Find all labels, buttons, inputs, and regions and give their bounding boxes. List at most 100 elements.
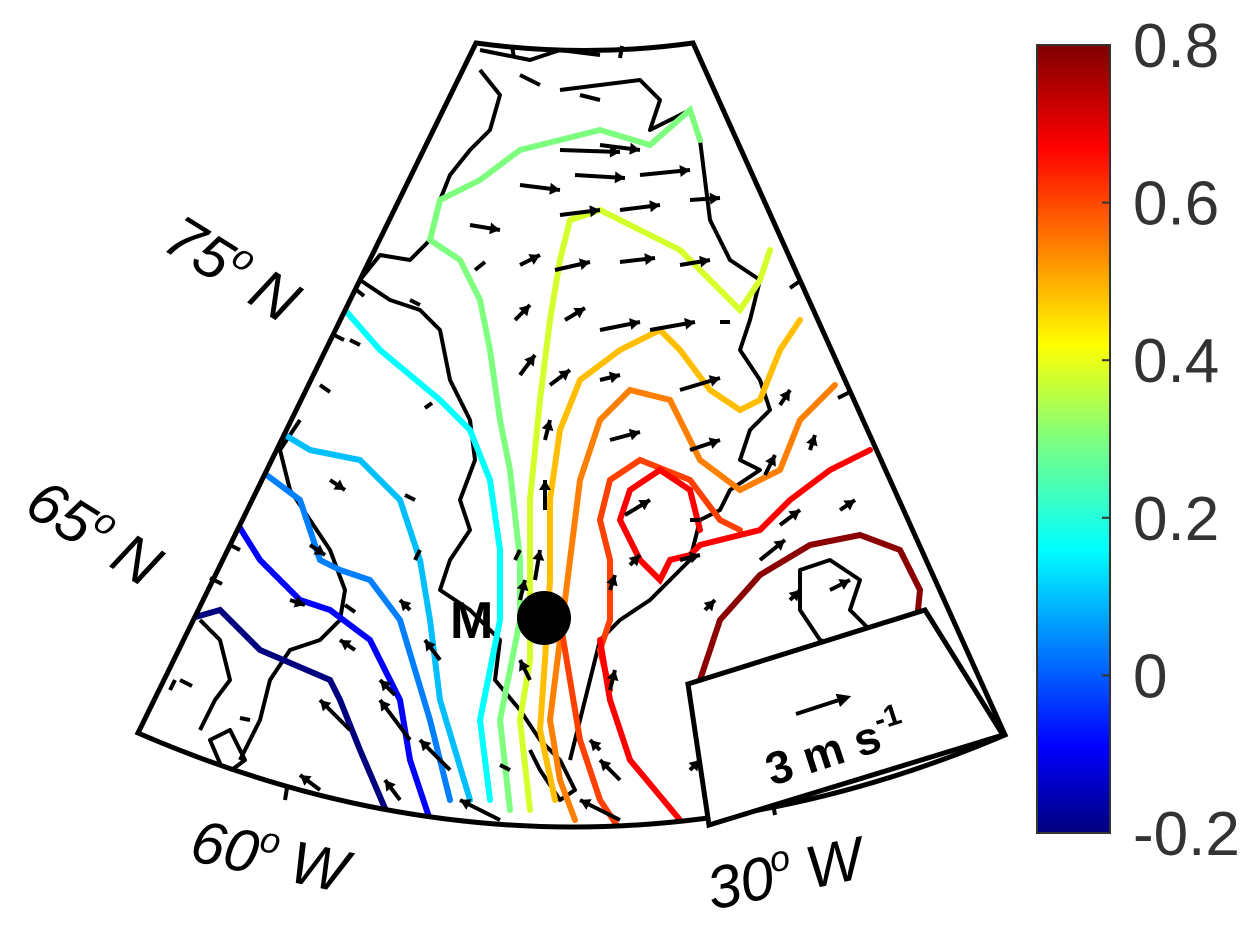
wind-vector-head [460, 799, 472, 810]
baffin-coast [238, 418, 347, 761]
contour-10 [557, 456, 743, 828]
wind-vector-head [843, 500, 855, 511]
wind-vector-head [629, 142, 640, 155]
wind-vector-head [628, 428, 640, 441]
wind-vector-head [524, 355, 535, 367]
map-panel: 3 m s-1 M 75oN 65oN 60oW 30oW [15, 40, 1009, 923]
colorbar-tick-label: 0.8 [1133, 12, 1219, 81]
wind-vector-head [788, 590, 800, 602]
wind-vector-head [293, 596, 305, 608]
wind-vector [409, 298, 421, 307]
contour-3 [257, 467, 453, 803]
wind-vector-head [708, 375, 720, 387]
wind-vector-head [606, 575, 618, 587]
map-border [134, 40, 1009, 830]
wind-vectors [168, 142, 912, 822]
point-m: M [450, 591, 571, 650]
wind-vector-head [644, 253, 655, 266]
wind-vector-head [518, 305, 530, 317]
labrador-coast [198, 618, 232, 731]
wind-vector-head [516, 580, 529, 592]
wind-vector [318, 383, 332, 394]
wind-vector-head [573, 308, 585, 319]
wind-vector-head [679, 165, 690, 177]
wind-vector-head [788, 510, 800, 521]
wind-vector-head [649, 200, 660, 213]
wind-vector-head [420, 740, 432, 752]
point-m-marker [517, 591, 571, 645]
colorbar-ticks: 0.8 0.6 0.4 0.2 0 -0.2 [1102, 12, 1240, 869]
wind-vector [349, 338, 361, 347]
wind-vector-head [489, 222, 500, 235]
colorbar-tick-label: 0.2 [1133, 485, 1219, 554]
wind-vector [898, 783, 912, 802]
lon-label-30w: 30oW [700, 820, 874, 922]
wind-vector-head [528, 254, 540, 265]
contour-2 [232, 517, 433, 823]
wind-vector [559, 148, 621, 154]
wind-vector-head [580, 799, 592, 810]
greenland-east-coast [559, 78, 772, 761]
reference-arrow [795, 693, 852, 716]
wind-vector-head [333, 479, 345, 490]
wind-vector-head [300, 775, 312, 786]
wind-vector-head [806, 435, 818, 447]
wind-vector-head [532, 550, 545, 561]
contour-7 [516, 206, 773, 813]
wind-vector-head [899, 785, 910, 797]
wind-vector-head [688, 551, 700, 564]
wind-vector-head [589, 205, 600, 218]
wind-vector [413, 549, 422, 561]
wind-vector-head [558, 370, 570, 381]
wind-vector-head [320, 700, 332, 712]
wind-vector [423, 401, 434, 410]
wind-vector-head [684, 317, 695, 330]
contour-5 [342, 307, 503, 803]
wind-vector [343, 603, 357, 614]
wind-vector-head [709, 192, 720, 205]
wind-vector-head [313, 544, 325, 555]
wind-vector [499, 763, 511, 772]
wind-vector [168, 679, 177, 691]
wind-vector-head [600, 760, 612, 772]
wind-vector-head [590, 740, 602, 752]
wind-vector-head [340, 640, 352, 651]
contour-4 [282, 432, 473, 803]
colorbar-tick-label: 0.6 [1133, 170, 1219, 239]
contour-6 [427, 104, 703, 813]
wind-vector [513, 549, 522, 561]
wind-vector-head [539, 480, 551, 490]
wind-vector-head [519, 660, 530, 672]
wind-vector-head [549, 182, 560, 195]
wind-vector-head [609, 145, 620, 158]
wind-vector [473, 260, 487, 272]
wind-vector-head [606, 670, 619, 682]
wind-vector-head [765, 455, 776, 467]
point-m-label: M [450, 592, 493, 650]
wind-vector-head [541, 420, 554, 432]
lat-label-75n: 75oN [153, 200, 313, 336]
lon-label-60w: 60oW [185, 804, 359, 906]
wind-vector-head [838, 579, 850, 590]
wind-vector-head [638, 500, 650, 511]
colorbar-tick-label: 0.4 [1133, 327, 1219, 396]
colorbar-gradient [1036, 44, 1111, 834]
wind-vector-head [699, 255, 710, 268]
wind-vector-head [614, 171, 625, 184]
colorbar-tick-label: 0 [1133, 642, 1167, 711]
wind-vector-head [380, 680, 392, 692]
lat-label-65n: 65oN [15, 464, 175, 600]
wind-vector-head [400, 600, 412, 612]
colorbar-tick-label: -0.2 [1133, 800, 1240, 869]
wind-vector-head [578, 258, 590, 271]
colorbar: 0.8 0.6 0.4 0.2 0 -0.2 [1036, 12, 1240, 869]
wind-vector [239, 716, 251, 722]
contour-13 [997, 707, 1005, 723]
contour-1 [182, 606, 393, 823]
wind-vector-head [703, 600, 715, 612]
wind-vector-head [380, 700, 391, 712]
contour-lines [182, 104, 1005, 828]
wind-vector-head [688, 760, 700, 772]
wind-vector-head [385, 780, 396, 792]
